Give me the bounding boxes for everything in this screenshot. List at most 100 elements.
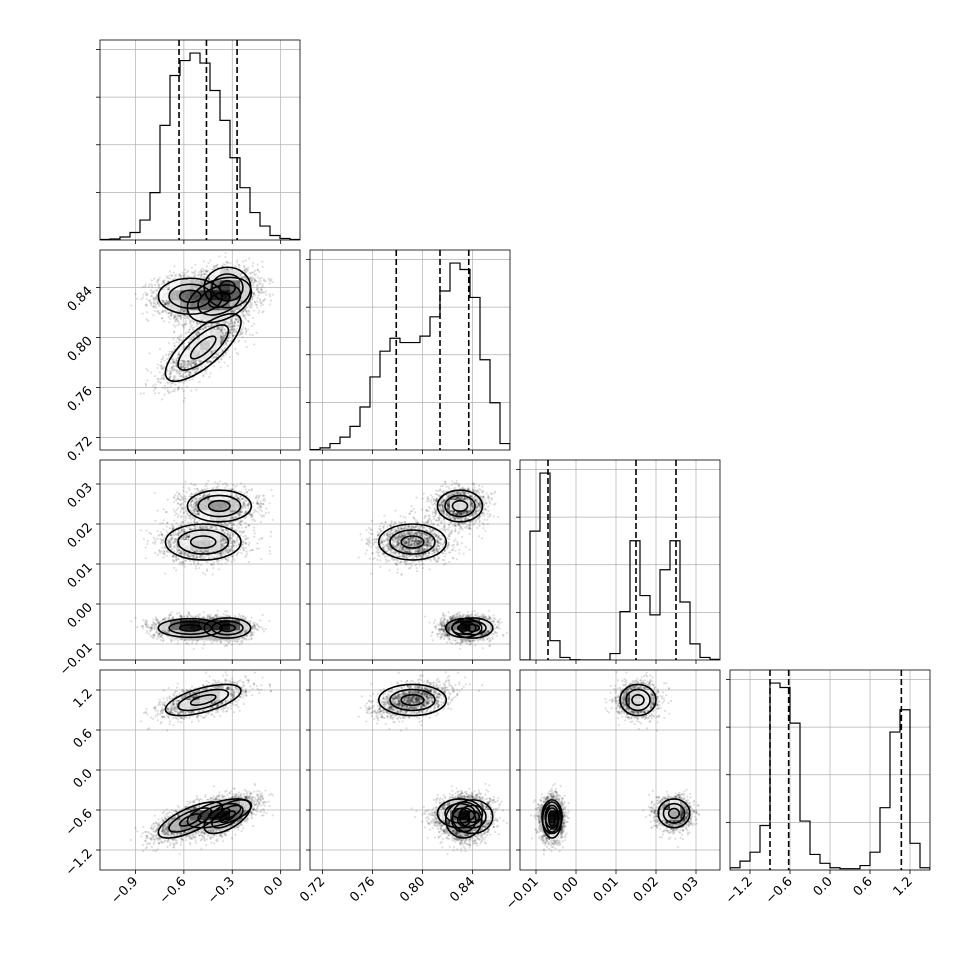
scatter-point (175, 365, 178, 369)
scatter-point (193, 362, 196, 366)
scatter-point (164, 387, 167, 390)
scatter-point (146, 369, 149, 372)
scatter-point (240, 333, 243, 336)
scatter-point (242, 309, 245, 312)
scatter-point (224, 334, 227, 337)
scatter-point (160, 311, 163, 314)
scatter-point (179, 365, 182, 369)
scatter-point (254, 269, 257, 272)
scatter-point (190, 338, 193, 341)
scatter-point (252, 322, 256, 325)
scatter-point (164, 302, 167, 306)
scatter-point (235, 324, 238, 327)
scatter-point (204, 326, 207, 329)
scatter-point (197, 337, 200, 340)
scatter-point (160, 398, 164, 401)
scatter-point (207, 269, 210, 272)
panel-0-0 (100, 40, 300, 240)
scatter-point (245, 271, 248, 274)
scatter-point (204, 326, 207, 329)
scatter-point (156, 281, 159, 284)
scatter-point (201, 267, 204, 270)
scatter-point (260, 276, 263, 280)
scatter-point (171, 367, 174, 370)
scatter-point (157, 284, 160, 287)
scatter-point (185, 316, 188, 319)
scatter-point (167, 303, 170, 306)
scatter-point (181, 374, 184, 377)
scatter-point (178, 372, 181, 375)
scatter-point (253, 277, 256, 280)
scatter-point (220, 340, 223, 344)
scatter-point (163, 376, 166, 379)
scatter-point (166, 280, 170, 283)
scatter-point (175, 364, 178, 367)
scatter-point (221, 350, 224, 353)
scatter-point (156, 377, 159, 380)
scatter-point (199, 328, 202, 331)
scatter-point (174, 315, 178, 318)
scatter-point (152, 314, 155, 317)
scatter-point (159, 377, 162, 381)
scatter-point (235, 327, 238, 330)
scatter-point (169, 314, 172, 318)
scatter-point (222, 355, 225, 358)
scatter-point (188, 379, 191, 382)
scatter-point (229, 321, 233, 324)
scatter-point (154, 387, 157, 390)
scatter-point (167, 300, 170, 303)
scatter-point (243, 266, 246, 269)
scatter-point (195, 388, 198, 391)
scatter-point (166, 369, 169, 372)
scatter-point (209, 360, 212, 363)
scatter-point (169, 370, 172, 373)
scatter-point (201, 270, 205, 273)
scatter-point (154, 296, 158, 300)
scatter-point (196, 330, 200, 333)
scatter-point (208, 277, 211, 280)
scatter-point (166, 357, 169, 361)
scatter-point (163, 359, 166, 362)
scatter-point (262, 300, 265, 303)
scatter-point (227, 320, 230, 324)
scatter-point (172, 337, 175, 340)
scatter-point (225, 320, 228, 324)
scatter-point (155, 305, 158, 308)
scatter-point (223, 361, 226, 364)
scatter-point (185, 363, 189, 366)
scatter-point (215, 353, 218, 356)
scatter-point (141, 312, 144, 315)
scatter-point (261, 283, 264, 286)
scatter-point (164, 301, 167, 304)
scatter-point (212, 266, 215, 269)
scatter-point (182, 310, 186, 313)
scatter-point (246, 268, 249, 272)
scatter-point (248, 313, 251, 317)
scatter-point (183, 360, 186, 364)
scatter-point (224, 255, 227, 259)
scatter-point (234, 317, 237, 321)
scatter-point (169, 375, 172, 378)
scatter-point (209, 325, 212, 328)
scatter-point (253, 343, 256, 346)
scatter-point (144, 382, 147, 386)
scatter-point (216, 327, 219, 330)
scatter-point (158, 380, 161, 383)
scatter-point (241, 332, 244, 335)
scatter-point (179, 318, 182, 321)
scatter-point (184, 272, 187, 275)
scatter-point (179, 315, 182, 318)
scatter-point (194, 361, 197, 364)
scatter-point (165, 301, 169, 304)
scatter-point (175, 319, 178, 323)
scatter-point (230, 328, 234, 331)
scatter-point (244, 327, 247, 330)
scatter-point (192, 360, 195, 363)
scatter-point (237, 320, 240, 324)
scatter-point (201, 327, 204, 330)
scatter-point (166, 305, 170, 309)
grid-0-0 (100, 40, 300, 240)
scatter-point (200, 270, 203, 273)
scatter-point (178, 273, 181, 276)
scatter-point (186, 271, 189, 274)
